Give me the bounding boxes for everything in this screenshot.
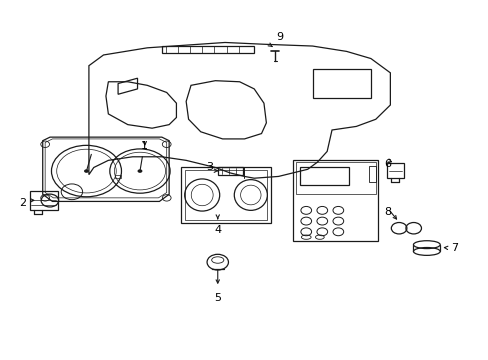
Text: 3: 3: [205, 162, 212, 172]
Text: 8: 8: [384, 207, 391, 217]
Text: 6: 6: [384, 159, 390, 169]
Text: 2: 2: [20, 198, 27, 208]
Circle shape: [137, 169, 142, 173]
Text: 5: 5: [214, 293, 221, 303]
Circle shape: [84, 169, 89, 173]
Text: 9: 9: [276, 32, 283, 42]
Text: 7: 7: [450, 243, 457, 253]
Text: 4: 4: [214, 225, 221, 235]
Text: 1: 1: [141, 141, 148, 151]
